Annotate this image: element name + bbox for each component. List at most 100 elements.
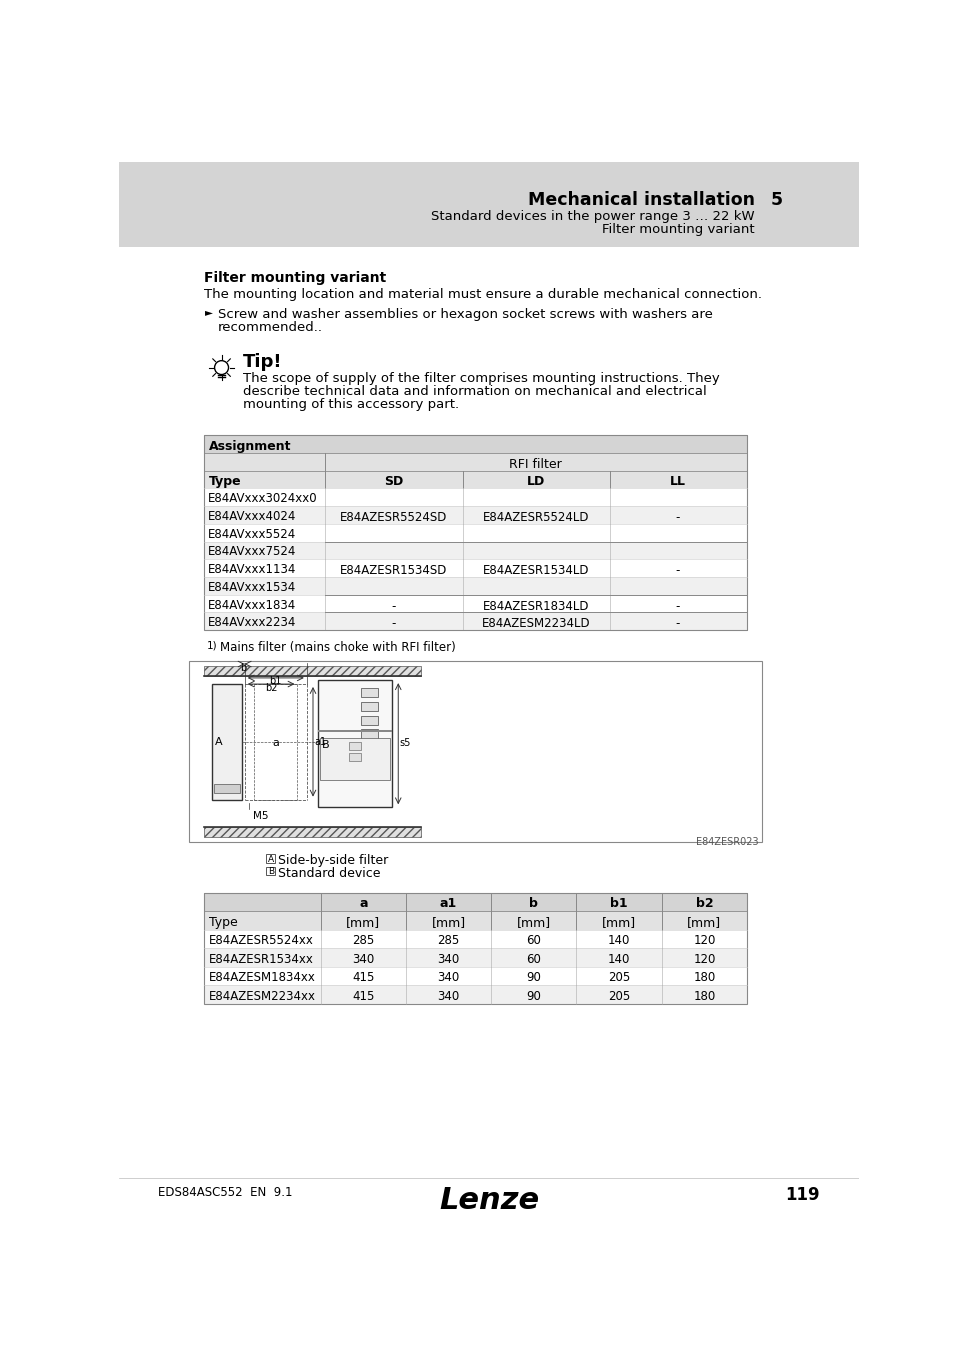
Text: LD: LD xyxy=(526,475,545,489)
Text: E84AZESR1534SD: E84AZESR1534SD xyxy=(339,564,447,578)
Bar xyxy=(204,892,746,1003)
Text: 340: 340 xyxy=(352,953,375,965)
Text: E84AVxxx2234: E84AVxxx2234 xyxy=(208,617,296,629)
Text: Assignment: Assignment xyxy=(209,440,292,454)
Bar xyxy=(349,753,360,761)
Text: 90: 90 xyxy=(526,971,540,984)
Text: -: - xyxy=(675,617,679,630)
Bar xyxy=(360,702,377,711)
Text: 340: 340 xyxy=(437,990,459,1003)
Bar xyxy=(204,613,746,630)
Bar xyxy=(360,729,377,738)
Text: b2: b2 xyxy=(695,898,713,910)
Text: 415: 415 xyxy=(352,971,375,984)
Bar xyxy=(204,559,746,576)
Text: a1: a1 xyxy=(314,737,326,747)
Text: b1: b1 xyxy=(610,898,627,910)
Text: -: - xyxy=(675,512,679,524)
Text: recommended..: recommended.. xyxy=(217,321,322,335)
Text: The mounting location and material must ensure a durable mechanical connection.: The mounting location and material must … xyxy=(204,288,761,301)
Bar xyxy=(204,666,421,676)
Text: 60: 60 xyxy=(526,934,540,948)
Text: E84AVxxx5524: E84AVxxx5524 xyxy=(208,528,296,541)
Bar xyxy=(266,855,274,863)
Text: 180: 180 xyxy=(693,990,715,1003)
Text: -: - xyxy=(391,617,395,630)
Text: A: A xyxy=(214,737,222,747)
Bar xyxy=(119,162,858,247)
Text: Type: Type xyxy=(209,915,237,929)
Text: s5: s5 xyxy=(399,738,411,748)
Bar xyxy=(204,595,746,613)
Text: Mains filter (mains choke with RFI filter): Mains filter (mains choke with RFI filte… xyxy=(220,641,456,653)
Bar xyxy=(204,930,746,948)
Text: E84AZESM2234LD: E84AZESM2234LD xyxy=(481,617,590,630)
Text: a: a xyxy=(272,738,279,748)
Text: E84AZESR5524LD: E84AZESR5524LD xyxy=(482,512,589,524)
Text: [mm]: [mm] xyxy=(346,915,380,929)
Bar xyxy=(204,826,421,837)
Text: 205: 205 xyxy=(607,971,630,984)
Text: 285: 285 xyxy=(352,934,375,948)
Bar xyxy=(204,524,746,541)
Bar xyxy=(204,892,746,911)
Bar xyxy=(318,730,392,732)
Bar xyxy=(360,716,377,725)
Text: Type: Type xyxy=(209,475,241,489)
Text: LL: LL xyxy=(669,475,685,489)
Text: E84AZESR1834LD: E84AZESR1834LD xyxy=(482,599,589,613)
Text: b: b xyxy=(240,663,246,672)
Text: describe technical data and information on mechanical and electrical: describe technical data and information … xyxy=(243,385,706,398)
Text: E84AVxxx4024: E84AVxxx4024 xyxy=(208,510,296,522)
Text: Filter mounting variant: Filter mounting variant xyxy=(601,223,754,236)
Text: b1: b1 xyxy=(270,676,282,686)
Text: M5: M5 xyxy=(253,811,268,821)
Text: Standard device: Standard device xyxy=(278,867,380,880)
Bar xyxy=(213,784,240,794)
Bar xyxy=(204,967,746,985)
Text: EDS84ASC552  EN  9.1: EDS84ASC552 EN 9.1 xyxy=(158,1187,293,1199)
Text: 140: 140 xyxy=(607,934,630,948)
Text: -: - xyxy=(675,599,679,613)
Text: 120: 120 xyxy=(693,934,715,948)
Text: 120: 120 xyxy=(693,953,715,965)
Text: 205: 205 xyxy=(607,990,630,1003)
Bar xyxy=(204,541,746,559)
Bar xyxy=(204,435,746,454)
Text: E84AZESR5524SD: E84AZESR5524SD xyxy=(339,512,447,524)
Bar xyxy=(204,506,746,524)
Text: b: b xyxy=(529,898,537,910)
Text: -: - xyxy=(391,599,395,613)
Text: b2: b2 xyxy=(265,683,277,693)
Text: 415: 415 xyxy=(352,990,375,1003)
Bar xyxy=(204,435,746,630)
Bar xyxy=(204,454,746,471)
Text: [mm]: [mm] xyxy=(686,915,720,929)
Bar xyxy=(204,576,746,595)
Text: 90: 90 xyxy=(526,990,540,1003)
Text: B: B xyxy=(268,867,274,876)
Text: 5: 5 xyxy=(769,192,781,209)
Text: Tip!: Tip! xyxy=(243,352,282,371)
Bar xyxy=(204,948,746,967)
Text: A: A xyxy=(268,855,274,864)
Text: Screw and washer assemblies or hexagon socket screws with washers are: Screw and washer assemblies or hexagon s… xyxy=(217,308,712,320)
Text: E84ZESR023: E84ZESR023 xyxy=(696,837,758,848)
Text: ►: ► xyxy=(204,308,213,317)
Text: [mm]: [mm] xyxy=(431,915,465,929)
Text: 60: 60 xyxy=(526,953,540,965)
Text: SD: SD xyxy=(383,475,403,489)
Bar xyxy=(349,741,360,749)
Text: E84AVxxx7524: E84AVxxx7524 xyxy=(208,545,296,559)
Bar xyxy=(318,680,392,807)
Bar xyxy=(204,986,746,1003)
Bar xyxy=(204,489,746,506)
Bar xyxy=(204,471,746,489)
Bar xyxy=(212,684,241,799)
Text: 119: 119 xyxy=(784,1187,819,1204)
Text: 340: 340 xyxy=(437,953,459,965)
Text: B: B xyxy=(322,740,330,749)
Text: E84AVxxx3024xx0: E84AVxxx3024xx0 xyxy=(208,493,317,505)
Text: E84AZESR1534LD: E84AZESR1534LD xyxy=(482,564,589,578)
Text: [mm]: [mm] xyxy=(517,915,551,929)
